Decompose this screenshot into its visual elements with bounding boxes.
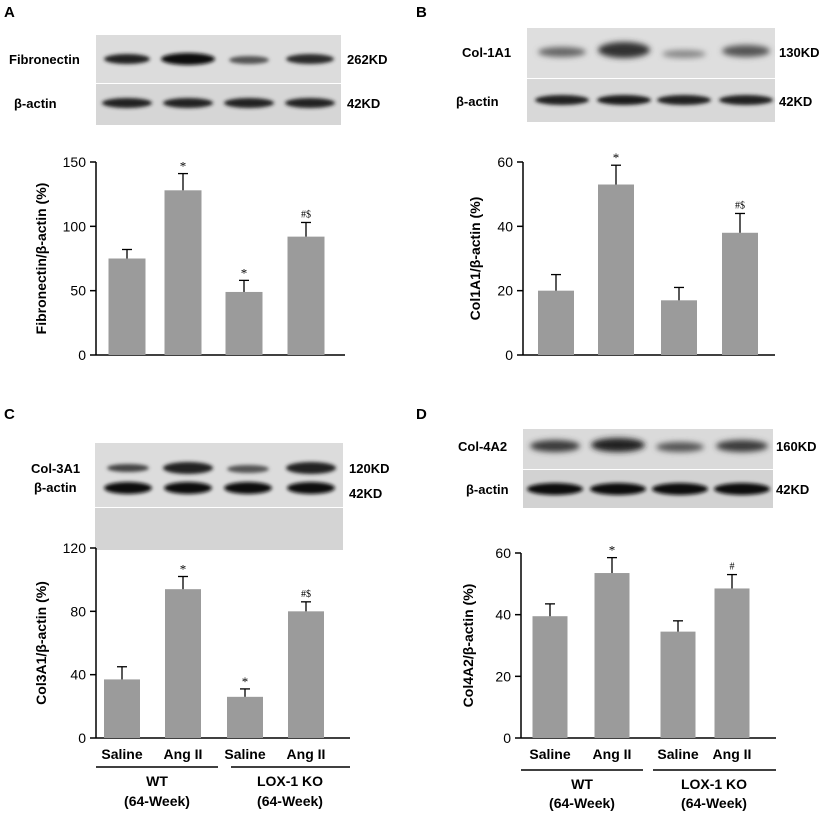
blot-d-target-label: Col-4A2	[458, 439, 507, 454]
group-label-wt-d: WT	[571, 776, 593, 792]
y-tick-label: 80	[70, 603, 86, 619]
bar	[227, 696, 263, 738]
x-category-label: Saline	[224, 746, 265, 762]
group-label-ko-c: LOX-1 KO	[257, 773, 323, 789]
blot-c-target-image	[95, 443, 343, 507]
y-axis-label: Fibronectin/β-actin (%)	[33, 183, 49, 335]
bar	[538, 290, 574, 355]
blot-b-target-size: 130KD	[779, 45, 819, 60]
blot-c: Col-3A1 120KD β-actin 42KD	[31, 443, 389, 550]
group-sub-wt-c: (64-Week)	[124, 793, 190, 809]
chart-b: 0 20 40 60 Col1A1/β-actin (%) * #$	[467, 150, 775, 363]
bar	[288, 611, 324, 738]
y-axis-label: Col1A1/β-actin (%)	[467, 197, 483, 321]
bar	[661, 300, 697, 355]
y-tick-label: 60	[495, 545, 511, 561]
significance-label: #	[730, 562, 735, 573]
blot-d-control-label: β-actin	[466, 482, 509, 497]
blot-a-target-label: Fibronectin	[9, 52, 80, 67]
bar	[722, 232, 758, 355]
significance-label: #$	[301, 589, 311, 600]
y-tick-label: 20	[497, 283, 513, 299]
y-tick-label: 0	[78, 347, 86, 363]
bar	[594, 573, 630, 738]
blot-c-control-size: 42KD	[349, 486, 382, 501]
blot-a: Fibronectin 262KD β-actin 42KD	[9, 35, 387, 125]
blot-a-control-size: 42KD	[347, 96, 380, 111]
significance-label: *	[180, 562, 187, 577]
significance-label: #$	[301, 209, 311, 220]
bar	[225, 291, 263, 355]
significance-label: *	[180, 159, 187, 174]
bar	[164, 190, 202, 355]
y-tick-label: 20	[495, 668, 511, 684]
bar	[598, 184, 634, 355]
y-axis-label: Col3A1/β-actin (%)	[33, 581, 49, 705]
panel-letter-c: C	[4, 406, 15, 423]
y-tick-label: 0	[503, 730, 511, 746]
x-category-label: Saline	[529, 746, 570, 762]
group-sub-ko-c: (64-Week)	[257, 793, 323, 809]
bar	[104, 679, 140, 738]
chart-d: 0 20 40 60 Col4A2/β-actin (%) Saline * Ang II Sa…	[460, 543, 776, 762]
blot-b-control-size: 42KD	[779, 94, 812, 109]
y-tick-label: 50	[70, 283, 86, 299]
chart-a: 0 50 100 150 Fibronectin/β-actin (%) * * #$	[33, 154, 345, 363]
group-labels-d: WT (64-Week) LOX-1 KO (64-Week)	[521, 769, 776, 811]
significance-label: *	[241, 265, 248, 280]
blot-c-control-image	[95, 508, 343, 550]
y-tick-label: 150	[63, 154, 87, 170]
bar	[165, 589, 201, 738]
y-tick-label: 40	[495, 607, 511, 623]
significance-label: *	[242, 674, 249, 689]
panel-letter-b: B	[416, 4, 427, 21]
x-category-label: Ang II	[593, 746, 632, 762]
blot-a-control-label: β-actin	[14, 96, 57, 111]
x-category-label: Saline	[101, 746, 142, 762]
significance-label: *	[609, 543, 616, 558]
significance-label: #$	[735, 200, 745, 211]
bar	[532, 616, 568, 738]
x-category-label: Ang II	[164, 746, 203, 762]
y-axis-label: Col4A2/β-actin (%)	[460, 584, 476, 708]
y-tick-label: 60	[497, 154, 513, 170]
panel-letter-a: A	[4, 4, 15, 21]
group-sub-wt-d: (64-Week)	[549, 795, 615, 811]
blot-d-control-size: 42KD	[776, 482, 809, 497]
y-tick-label: 100	[63, 218, 87, 234]
x-category-label: Ang II	[713, 746, 752, 762]
bar	[287, 236, 325, 355]
blot-b-target-label: Col-1A1	[462, 45, 511, 60]
blot-d-target-size: 160KD	[776, 439, 816, 454]
y-tick-label: 120	[63, 540, 87, 556]
blot-c-target-label: Col-3A1	[31, 461, 80, 476]
blot-a-target-size: 262KD	[347, 52, 387, 67]
y-tick-label: 40	[70, 667, 86, 683]
group-label-wt-c: WT	[146, 773, 168, 789]
y-tick-label: 0	[505, 347, 513, 363]
group-label-ko-d: LOX-1 KO	[681, 776, 747, 792]
blot-b-control-label: β-actin	[456, 94, 499, 109]
y-tick-label: 40	[497, 218, 513, 234]
blot-b: Col-1A1 130KD β-actin 42KD	[456, 28, 819, 122]
group-labels-c: WT (64-Week) LOX-1 KO (64-Week)	[96, 766, 350, 809]
bar	[108, 258, 146, 355]
bar	[660, 631, 696, 738]
blot-c-target-size: 120KD	[349, 461, 389, 476]
y-tick-label: 0	[78, 730, 86, 746]
blot-d: Col-4A2 160KD β-actin 42KD	[458, 429, 816, 508]
chart-c: 0 40 80 120 Col3A1/β-actin (%) Saline * Ang II *…	[33, 540, 350, 762]
x-category-label: Saline	[657, 746, 698, 762]
group-sub-ko-d: (64-Week)	[681, 795, 747, 811]
significance-label: *	[613, 150, 620, 165]
blot-c-control-label: β-actin	[34, 480, 77, 495]
panel-letter-d: D	[416, 406, 427, 423]
x-category-label: Ang II	[287, 746, 326, 762]
bar	[714, 588, 750, 738]
